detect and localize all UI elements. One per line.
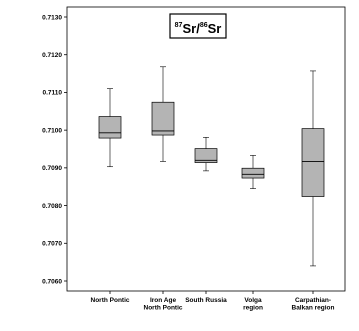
title-iso1-elem: Sr xyxy=(182,21,196,36)
chart-title: 87Sr/86Sr xyxy=(175,21,222,36)
x-category-label: Volga region xyxy=(243,297,263,312)
x-category-label-line: Iron Age xyxy=(150,297,177,304)
box-group xyxy=(241,155,265,189)
box-iqr xyxy=(98,116,122,139)
x-category-label-line: North Pontic xyxy=(91,297,130,304)
x-category-label-line: South Russia xyxy=(185,297,227,304)
y-tick-label: 0.7070 xyxy=(42,241,62,248)
y-tick-label: 0.7090 xyxy=(42,165,62,172)
y-tick-label: 0.7110 xyxy=(42,90,62,97)
box-group xyxy=(151,66,175,162)
x-category-label-line: Balkan region xyxy=(292,305,335,312)
y-axis: 0.7060 0.7070 0.7080 0.7090 0.7100 0.7110 0.71… xyxy=(42,14,67,285)
title-separator: / xyxy=(196,21,200,36)
x-category-label: North Pontic xyxy=(91,297,130,304)
title-iso2-elem: Sr xyxy=(208,21,222,36)
box-group xyxy=(98,88,122,168)
box-group xyxy=(301,70,325,267)
box-iqr xyxy=(241,167,265,179)
y-tick-label: 0.7130 xyxy=(42,14,62,21)
x-category-label: South Russia xyxy=(185,297,227,304)
x-category-label-line: Carpathian- xyxy=(295,297,331,304)
chart-title-box: 87Sr/86Sr xyxy=(169,13,227,39)
y-tick-label: 0.7060 xyxy=(42,278,62,285)
x-category-label-line: region xyxy=(243,305,263,312)
box-iqr xyxy=(151,101,175,136)
title-iso1-mass: 87 xyxy=(175,22,183,29)
y-tick-label: 0.7080 xyxy=(42,203,62,210)
box-iqr xyxy=(194,148,218,163)
title-frame xyxy=(169,13,227,39)
x-category-label: Carpathian-Balkan region xyxy=(292,297,335,312)
y-tick-label: 0.7120 xyxy=(42,52,62,59)
x-category-label-line: North Pontic xyxy=(144,305,183,312)
box-group xyxy=(194,137,218,172)
x-category-label: Iron Age North Pontic xyxy=(144,297,183,312)
y-tick-label: 0.7100 xyxy=(42,127,62,134)
title-iso2-mass: 86 xyxy=(200,22,208,29)
box-series xyxy=(98,66,325,267)
box-iqr xyxy=(301,128,325,197)
x-category-label-line: Volga xyxy=(244,297,262,304)
